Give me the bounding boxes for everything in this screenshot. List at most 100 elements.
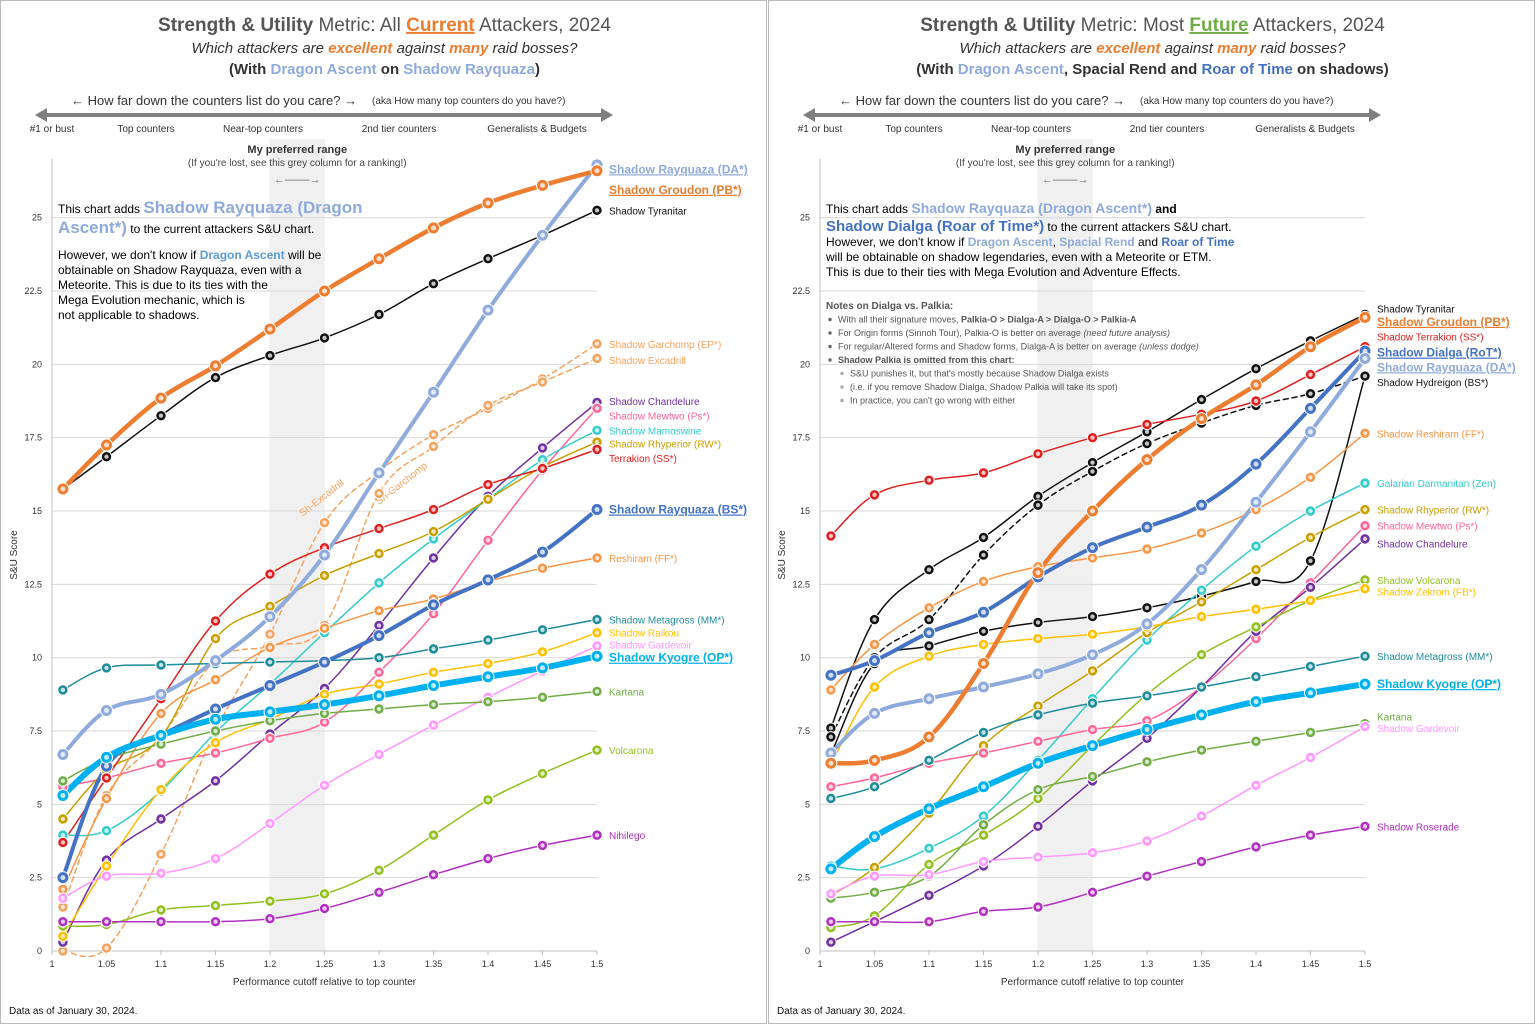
- chart-subtitle-part: against: [1160, 40, 1217, 57]
- data-point-center: [1199, 397, 1204, 402]
- dialga-note-line-part: Shadow Palkia is omitted from this chart…: [838, 355, 1015, 365]
- data-point-center: [594, 832, 600, 838]
- series-label-shadow-groudon-pb: Shadow Groudon (PB*): [609, 183, 742, 197]
- chart-subtitle-2: (With Dragon Ascent on Shadow Rayquaza): [229, 61, 540, 78]
- data-point-center: [158, 761, 164, 766]
- data-point-center: [60, 793, 66, 799]
- series-label-shadow-rayquaza-da: Shadow Rayquaza (DA*): [1377, 360, 1516, 374]
- x-tick-label: 1.05: [866, 959, 884, 969]
- chart-title-part: Attackers, 2024: [475, 15, 612, 36]
- data-point-center: [430, 602, 437, 608]
- data-point-center: [321, 702, 328, 708]
- data-point-center: [376, 670, 382, 675]
- data-point-center: [431, 536, 436, 542]
- series-label-shadow-roserade: Shadow Roserade: [1377, 822, 1460, 833]
- series-label-reshiram-ff: Reshiram (FF*): [609, 554, 677, 565]
- chart-subtitle-part: raid bosses?: [1256, 40, 1346, 57]
- data-point-center: [376, 706, 382, 712]
- data-point-center: [376, 580, 382, 586]
- data-point-center: [431, 702, 436, 707]
- data-point-center: [1308, 475, 1313, 480]
- note-line-part: However, we don't know if: [58, 248, 200, 262]
- data-point-center: [1362, 654, 1368, 659]
- note-line: Meteorite. This is due to its ties with …: [58, 278, 268, 292]
- series-label-shadow-volcarona: Shadow Volcarona: [1377, 576, 1461, 587]
- data-point-center: [1090, 774, 1095, 779]
- range-label-2nd-tier-counters: 2nd tier counters: [362, 124, 437, 135]
- note-line-part: This chart adds: [58, 202, 143, 216]
- data-point-center: [1308, 372, 1313, 377]
- series-label-shadow-rhyperior-rw: Shadow Rhyperior (RW*): [1377, 506, 1489, 517]
- data-point-center: [980, 661, 987, 667]
- data-point-center: [60, 896, 66, 901]
- data-point-center: [213, 618, 218, 624]
- data-point-center: [540, 379, 545, 385]
- data-point-center: [1307, 690, 1314, 696]
- y-tick-label: 12.5: [24, 579, 42, 589]
- data-point-center: [926, 605, 932, 610]
- data-point-center: [594, 555, 600, 561]
- y-tick-label: 5: [37, 799, 42, 809]
- note-line-part: ,: [1053, 235, 1060, 249]
- data-point-center: [1035, 787, 1041, 792]
- data-point-center: [1035, 703, 1041, 709]
- range-label-1-or-bust: #1 or bust: [30, 124, 75, 135]
- data-point-center: [1035, 570, 1041, 576]
- series-label-shadow-zekrom-fb: Shadow Zekrom (FB*): [1377, 588, 1476, 599]
- data-point-center: [1362, 536, 1368, 542]
- left-chart-panel: Strength & Utility Metric: All Current A…: [0, 0, 767, 1024]
- data-point-center: [213, 375, 218, 380]
- data-point-center: [594, 428, 600, 433]
- data-point-center: [540, 445, 545, 451]
- chart-title-part: Strength & Utility: [158, 15, 314, 36]
- data-point-center: [60, 887, 66, 892]
- data-point-center: [926, 846, 932, 851]
- data-point-center: [981, 909, 986, 914]
- data-point-center: [213, 740, 218, 745]
- chart-title-part: Metric: Most: [1075, 15, 1189, 36]
- data-point-center: [926, 696, 932, 702]
- data-point-center: [485, 856, 491, 861]
- range-label-generalists-budgets: Generalists & Budgets: [487, 124, 587, 135]
- data-point-center: [1199, 614, 1204, 619]
- dialga-note-line: S&U punishes it, but that's mostly becau…: [850, 369, 1109, 379]
- dialga-note-line-part: In practice, you can't go wrong with eit…: [850, 396, 1015, 406]
- y-tick-label: 10: [32, 653, 42, 663]
- y-tick-label: 2.5: [797, 873, 810, 883]
- data-point-center: [1253, 398, 1259, 404]
- range-arrow-aka: (aka How many top counters do you have?): [1140, 96, 1333, 107]
- data-point-center: [485, 674, 491, 680]
- data-point-center: [485, 307, 491, 313]
- range-label-1-or-bust: #1 or bust: [798, 124, 843, 135]
- data-point-center: [1035, 620, 1041, 625]
- series-label-shadow-gardevoir: Shadow Gardevoir: [609, 640, 692, 651]
- note-line-part: Shadow Rayquaza (Dragon: [143, 198, 362, 217]
- chart-subtitle-part: many: [449, 40, 489, 57]
- note-line-part: Dragon Ascent: [968, 235, 1053, 249]
- data-point-center: [872, 492, 877, 498]
- data-point-center: [594, 356, 600, 361]
- data-point-center: [1090, 614, 1095, 619]
- data-point-center: [267, 614, 273, 620]
- data-point-center: [158, 787, 164, 792]
- x-tick-label: 1.35: [1193, 959, 1211, 969]
- data-point-center: [1199, 530, 1204, 536]
- series-line-reshiram-ff: [62, 557, 598, 891]
- x-tick-label: 1.1: [155, 959, 168, 969]
- series-label-shadow-rayquaza-da: Shadow Rayquaza (DA*): [609, 162, 748, 176]
- series-label-shadow-rayquaza-bs: Shadow Rayquaza (BS*): [609, 503, 747, 517]
- data-point-center: [321, 552, 328, 558]
- data-point-center: [60, 919, 66, 924]
- data-point-center: [267, 353, 273, 358]
- data-point-center: [158, 919, 164, 924]
- data-point-center: [1144, 727, 1150, 733]
- data-point-center: [431, 670, 436, 675]
- data-point-center: [431, 281, 436, 286]
- data-point-center: [540, 695, 545, 700]
- data-point-center: [872, 874, 877, 879]
- data-point-center: [376, 655, 382, 660]
- y-tick-label: 0: [37, 946, 42, 956]
- data-point-center: [158, 816, 164, 822]
- data-point-center: [828, 940, 834, 945]
- data-point-center: [212, 363, 219, 369]
